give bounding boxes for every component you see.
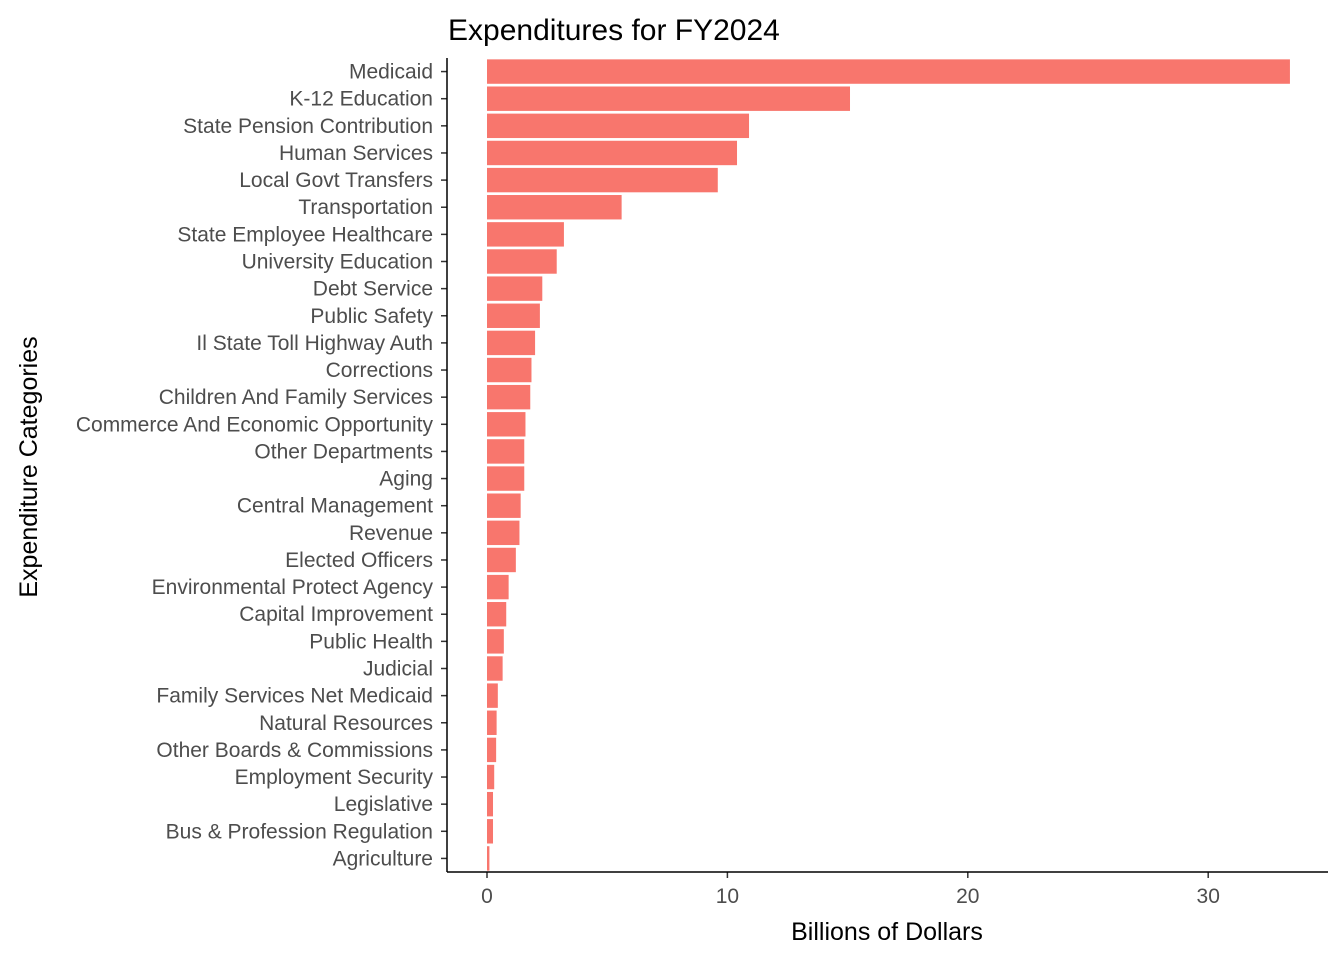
bar bbox=[487, 140, 738, 166]
y-tick-label: Children And Family Services bbox=[159, 386, 433, 409]
y-tick-label: K-12 Education bbox=[289, 88, 433, 111]
y-tick-label: Human Services bbox=[279, 142, 433, 165]
y-tick-label: Transportation bbox=[298, 196, 433, 219]
y-tick-label: Other Departments bbox=[254, 440, 433, 463]
y-tick-label: Commerce And Economic Opportunity bbox=[76, 413, 434, 436]
y-tick-label: Judicial bbox=[363, 658, 433, 681]
y-tick-label: Aging bbox=[379, 468, 433, 491]
bar bbox=[487, 303, 540, 328]
y-tick-label: Medicaid bbox=[349, 61, 433, 84]
x-axis-ticks: 0 10 20 30 bbox=[481, 872, 1220, 908]
y-axis-ticks: Medicaid K-12 Education State Pension Cont… bbox=[76, 61, 447, 870]
bar bbox=[487, 764, 495, 790]
bar bbox=[487, 547, 516, 573]
bar bbox=[487, 791, 494, 817]
bar bbox=[487, 493, 521, 518]
bar bbox=[487, 113, 750, 139]
y-tick-label: Agriculture bbox=[333, 847, 433, 870]
bar bbox=[487, 574, 509, 600]
y-tick-label: Other Boards & Commissions bbox=[156, 739, 433, 762]
y-tick-label: State Employee Healthcare bbox=[177, 223, 433, 246]
bar bbox=[487, 330, 536, 356]
bar bbox=[487, 466, 525, 491]
y-tick-label: Public Safety bbox=[310, 305, 433, 328]
x-tick-label: 0 bbox=[481, 885, 493, 908]
y-tick-label: Legislative bbox=[334, 793, 433, 816]
bar bbox=[487, 819, 494, 844]
bar bbox=[487, 195, 622, 220]
y-tick-label: Il State Toll Highway Auth bbox=[196, 332, 433, 355]
y-tick-label: Family Services Net Medicaid bbox=[156, 685, 433, 708]
bar bbox=[487, 357, 532, 383]
bars-group bbox=[487, 59, 1290, 871]
bar bbox=[487, 629, 504, 654]
y-tick-label: Revenue bbox=[349, 522, 433, 545]
y-tick-label: Debt Service bbox=[313, 278, 433, 301]
bar bbox=[487, 59, 1290, 84]
bar bbox=[487, 249, 557, 274]
y-tick-label: University Education bbox=[242, 251, 433, 274]
y-tick-label: State Pension Contribution bbox=[183, 115, 433, 138]
y-tick-label: Public Health bbox=[309, 630, 433, 653]
x-tick-label: 10 bbox=[716, 885, 739, 908]
bar bbox=[487, 520, 520, 546]
chart-title: Expenditures for FY2024 bbox=[448, 14, 780, 47]
bar bbox=[487, 167, 718, 193]
bar bbox=[487, 276, 543, 301]
x-tick-label: 30 bbox=[1197, 885, 1220, 908]
bar bbox=[487, 602, 507, 627]
y-tick-label: Bus & Profession Regulation bbox=[166, 820, 433, 843]
bar bbox=[487, 412, 526, 437]
bar bbox=[487, 384, 531, 410]
bar bbox=[487, 737, 497, 763]
x-axis-title: Billions of Dollars bbox=[791, 918, 983, 946]
bar bbox=[487, 86, 851, 111]
bar bbox=[487, 656, 503, 681]
x-tick-label: 20 bbox=[956, 885, 979, 908]
bar bbox=[487, 710, 497, 735]
y-axis-title: Expenditure Categories bbox=[15, 336, 43, 597]
y-tick-label: Central Management bbox=[237, 495, 433, 518]
bar bbox=[487, 683, 498, 708]
y-tick-label: Elected Officers bbox=[285, 549, 433, 572]
bar bbox=[487, 222, 564, 247]
y-tick-label: Employment Security bbox=[235, 766, 434, 789]
y-tick-label: Corrections bbox=[326, 359, 433, 382]
bar bbox=[487, 846, 490, 871]
y-tick-label: Capital Improvement bbox=[239, 603, 433, 626]
y-tick-label: Environmental Protect Agency bbox=[152, 576, 434, 599]
y-tick-label: Local Govt Transfers bbox=[239, 169, 433, 192]
bar bbox=[487, 439, 525, 464]
y-tick-label: Natural Resources bbox=[259, 712, 433, 735]
